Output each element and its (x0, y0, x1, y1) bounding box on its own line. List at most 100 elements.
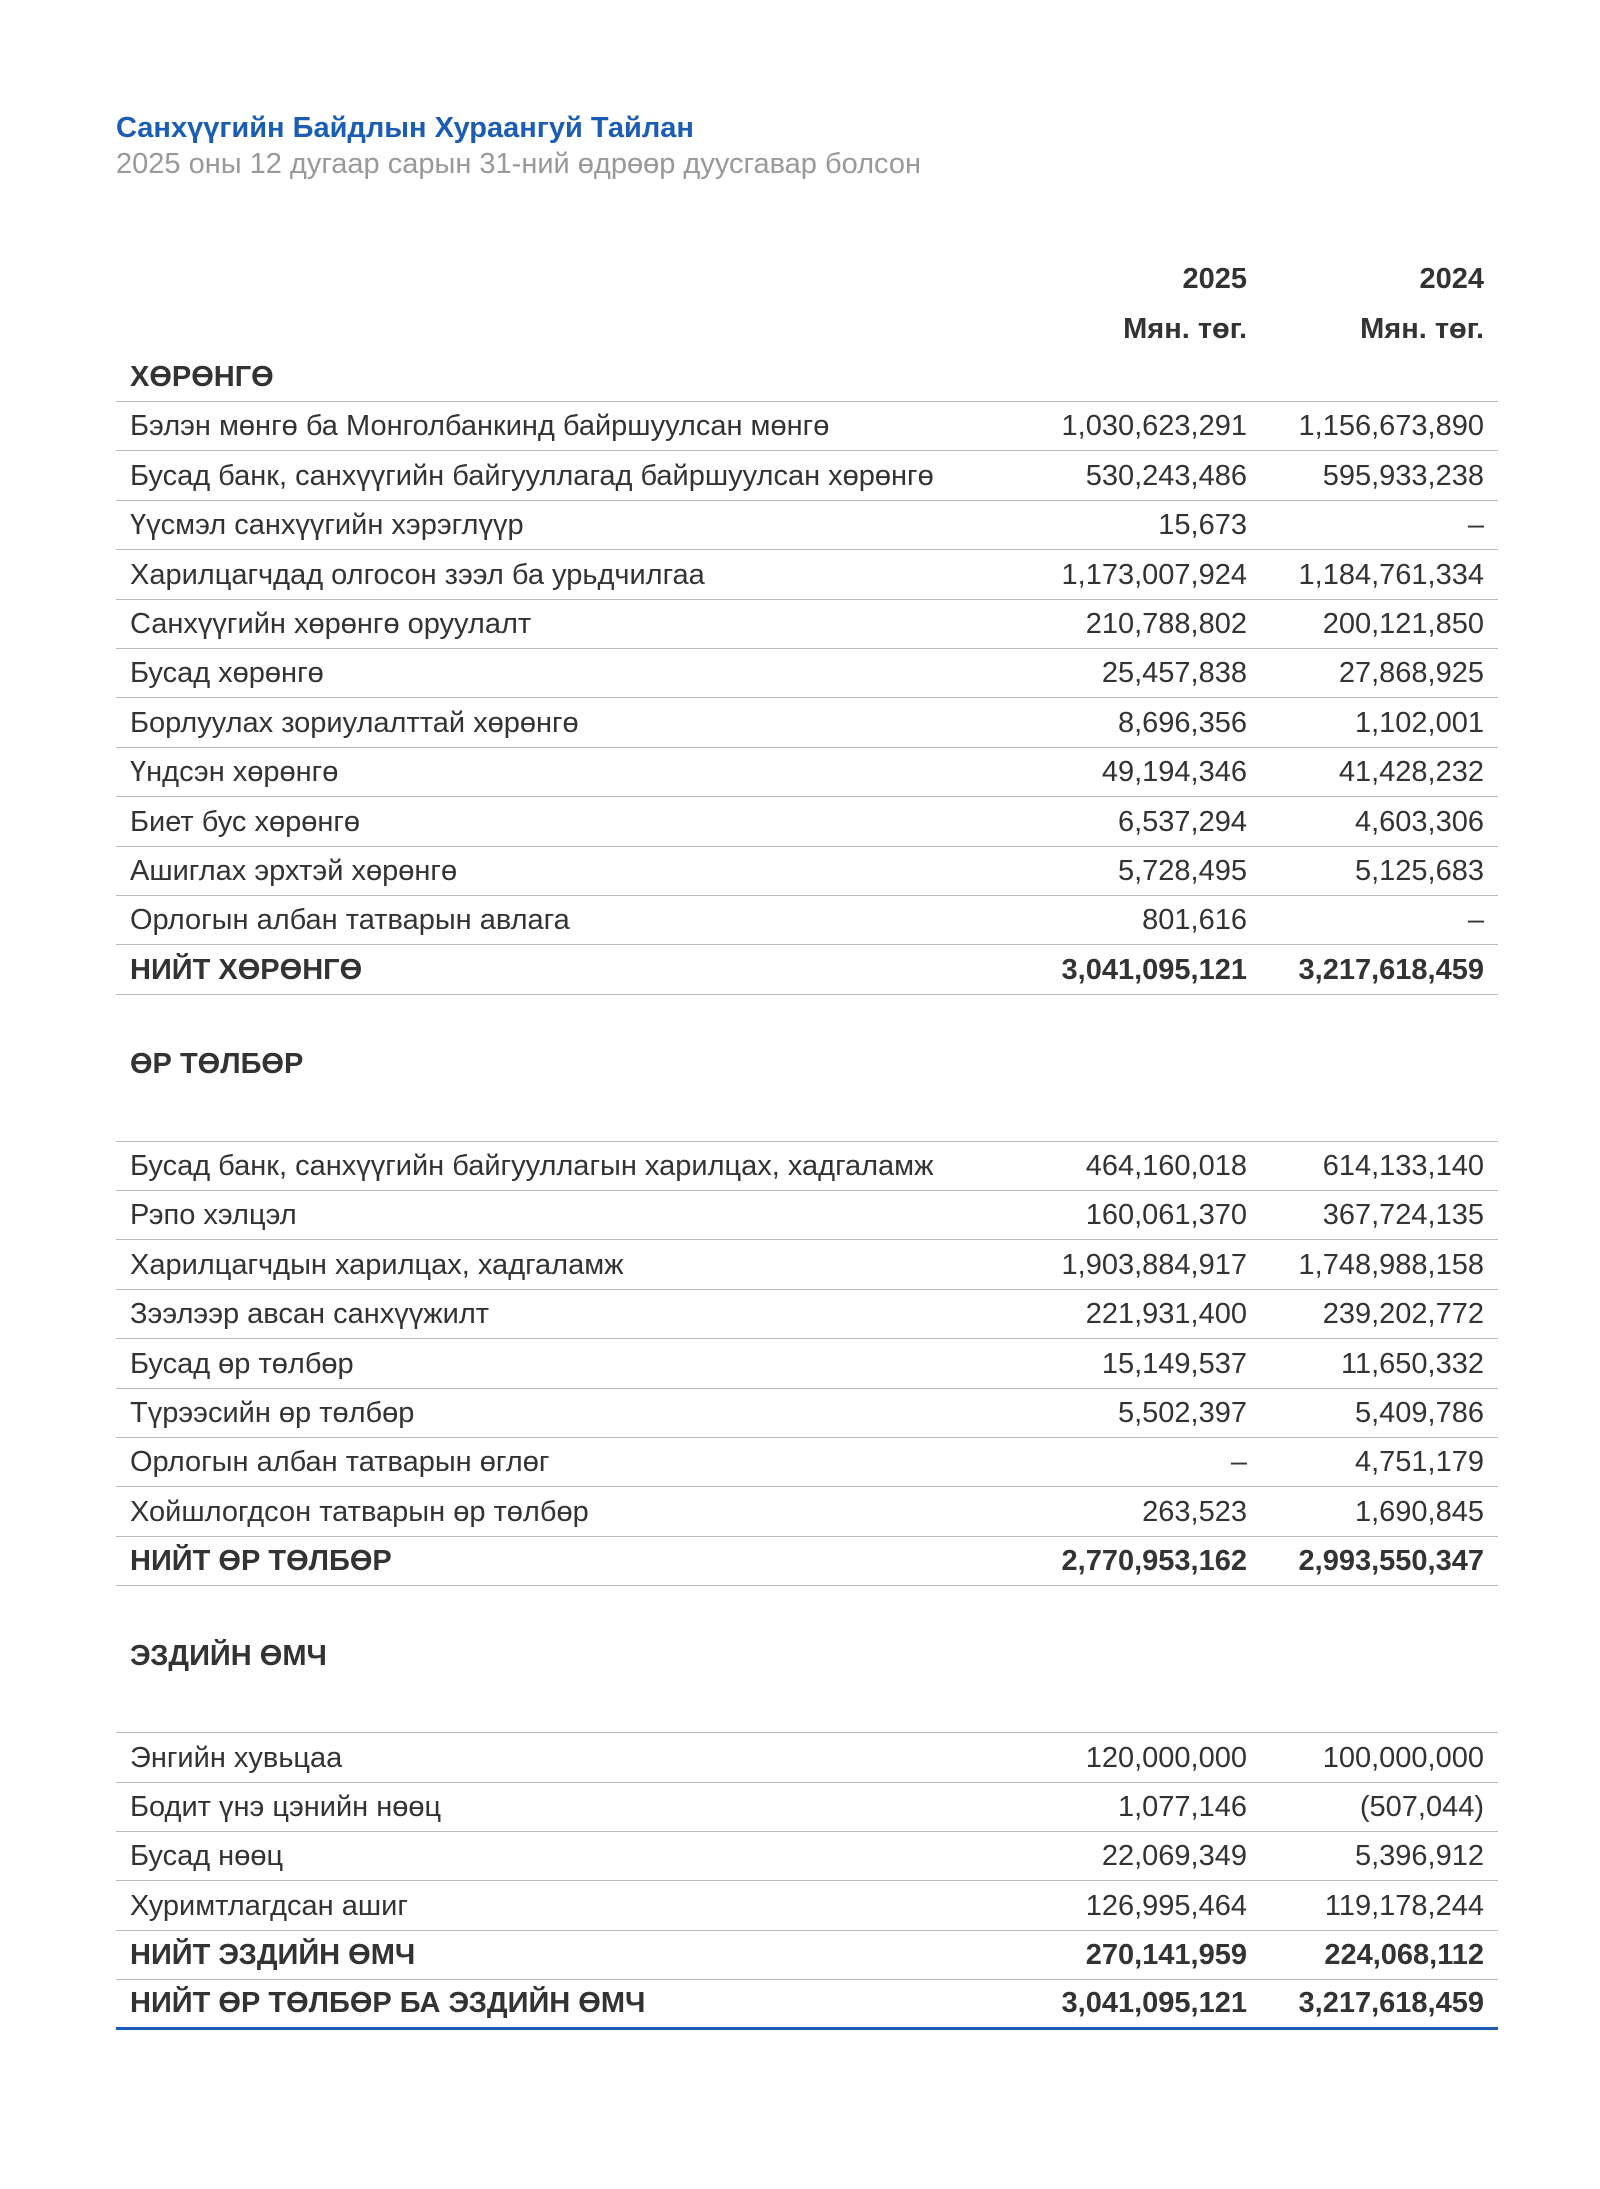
total-row: НИЙТ ӨР ТӨЛБӨР 2,770,953,162 2,993,550,347 (116, 1537, 1498, 1587)
value: 1,690,845 (1354, 1495, 1484, 1528)
value: – (1467, 904, 1484, 937)
value: 15,673 (1158, 509, 1247, 542)
value: 270,141,959 (1085, 1939, 1247, 1972)
value: 27,868,925 (1338, 657, 1484, 690)
label: Бусад банк, санхүүгийн байгууллагын хари… (130, 1150, 934, 1183)
value: 11,650,332 (1341, 1347, 1484, 1380)
table-row: Бусад нөөц 22,069,349 5,396,912 (116, 1832, 1498, 1882)
value: 4,751,179 (1354, 1446, 1484, 1479)
value: 1,156,673,890 (1298, 410, 1484, 443)
label: Энгийн хувьцаа (130, 1741, 343, 1774)
label: Зээлээр авсан санхүүжилт (130, 1298, 490, 1331)
value: 3,041,095,121 (1061, 1986, 1247, 2019)
table-row: Орлогын албан татварын өглөг – 4,751,179 (116, 1438, 1498, 1488)
label: Орлогын албан татварын авлага (130, 904, 570, 937)
label: Рэпо хэлцэл (130, 1199, 297, 1232)
value: 3,217,618,459 (1298, 953, 1484, 986)
value: 1,903,884,917 (1061, 1248, 1247, 1281)
table-row: Рэпо хэлцэл 160,061,370 367,724,135 (116, 1191, 1498, 1241)
table-row: Орлогын албан татварын авлага 801,616 – (116, 896, 1498, 946)
value: 200,121,850 (1322, 607, 1484, 640)
value: 239,202,772 (1322, 1298, 1484, 1331)
value: 4,603,306 (1354, 805, 1484, 838)
table-row: Хойшлогдсон татварын өр төлбөр 263,523 1,6… (116, 1487, 1498, 1537)
value: 1,030,623,291 (1061, 410, 1247, 443)
table-row: Бусад хөрөнгө 25,457,838 27,868,925 (116, 649, 1498, 699)
label: Бэлэн мөнгө ба Монголбанкинд байршуулсан… (130, 410, 830, 443)
value: 2,993,550,347 (1298, 1545, 1484, 1578)
value: 3,217,618,459 (1298, 1986, 1484, 2019)
label: Харилцагчдын харилцах, хадгаламж (130, 1248, 624, 1281)
title: Санхүүгийн Байдлын Хураангуй Тайлан (116, 112, 694, 144)
label: Санхүүгийн хөрөнгө оруулалт (130, 607, 532, 640)
value: 6,537,294 (1117, 805, 1247, 838)
label: НИЙТ ӨР ТӨЛБӨР БА ЭЗДИЙН ӨМЧ (130, 1986, 646, 2019)
value: 5,728,495 (1117, 854, 1247, 887)
column-header: 2025 (1182, 263, 1247, 295)
value: 464,160,018 (1085, 1150, 1247, 1183)
value: – (1467, 509, 1484, 542)
grand-total-row: НИЙТ ӨР ТӨЛБӨР БА ЭЗДИЙН ӨМЧ 3,041,095,12… (116, 1980, 1498, 2030)
value: 224,068,112 (1324, 1939, 1484, 1972)
table-row: Бусад банк, санхүүгийн байгууллагад байр… (116, 451, 1498, 501)
value: 595,933,238 (1322, 459, 1484, 492)
label: Ашиглах эрхтэй хөрөнгө (130, 854, 458, 887)
value: 221,931,400 (1085, 1298, 1247, 1331)
label: Үндсэн хөрөнгө (130, 756, 339, 789)
value: 3,041,095,121 (1061, 953, 1247, 986)
table-row: Борлуулах зориулалттай хөрөнгө 8,696,356 1… (116, 698, 1498, 748)
table-row: Түрээсийн өр төлбөр 5,502,397 5,409,786 (116, 1389, 1498, 1439)
label: Үүсмэл санхүүгийн хэрэглүүр (130, 509, 524, 542)
value: 2,770,953,162 (1061, 1545, 1247, 1578)
table-row: Харилцагчдын харилцах, хадгаламж 1,903,88… (116, 1240, 1498, 1290)
label: Харилцагчдад олгосон зээл ба урьдчилгаа (130, 558, 705, 591)
subtitle: 2025 оны 12 дугаар сарын 31-ний өдрөөр д… (116, 148, 921, 180)
value: 5,396,912 (1354, 1840, 1484, 1873)
label: Бусад хөрөнгө (130, 657, 324, 690)
value: 367,724,135 (1322, 1199, 1484, 1232)
value: 1,077,146 (1117, 1790, 1247, 1823)
value: 210,788,802 (1085, 607, 1247, 640)
table-row: Үндсэн хөрөнгө 49,194,346 41,428,232 (116, 748, 1498, 798)
label: Хуримтлагдсан ашиг (130, 1889, 408, 1922)
label: Борлуулах зориулалттай хөрөнгө (130, 706, 579, 739)
total-row: НИЙТ ХӨРӨНГӨ 3,041,095,121 3,217,618,459 (116, 945, 1498, 995)
table-row: Бусад өр төлбөр 15,149,537 11,650,332 (116, 1339, 1498, 1389)
value: 1,184,761,334 (1298, 558, 1484, 591)
value: 25,457,838 (1101, 657, 1247, 690)
label: Орлогын албан татварын өглөг (130, 1446, 550, 1479)
value: – (1230, 1446, 1247, 1479)
header: Санхүүгийн Байдлын Хураангуй Тайлан 2025… (116, 110, 921, 182)
value: 41,428,232 (1338, 756, 1484, 789)
table-row: Хуримтлагдсан ашиг 126,995,464 119,178,244 (116, 1881, 1498, 1931)
value: 5,502,397 (1117, 1397, 1247, 1430)
spacer (116, 346, 1021, 353)
table: 2025 2024 Мян. төг. Мян. төг. ХӨРӨНГӨ Бэлэн м… (116, 253, 1498, 2030)
section-heading: ЭЗДИЙН ӨМЧ (130, 1639, 327, 1672)
value: 530,243,486 (1085, 459, 1247, 492)
value: 119,178,244 (1324, 1889, 1484, 1922)
column-header: 2024 (1419, 263, 1484, 295)
table-row: Бусад банк, санхүүгийн байгууллагын хари… (116, 1142, 1498, 1192)
value: 8,696,356 (1117, 706, 1247, 739)
value: 22,069,349 (1101, 1840, 1247, 1873)
table-row: Санхүүгийн хөрөнгө оруулалт 210,788,802 20… (116, 600, 1498, 649)
table-row: Үүсмэл санхүүгийн хэрэглүүр 15,673 – (116, 501, 1498, 551)
table-row: Ашиглах эрхтэй хөрөнгө 5,728,495 5,125,683 (116, 847, 1498, 896)
label: Бусад өр төлбөр (130, 1347, 354, 1380)
value: 126,995,464 (1085, 1889, 1247, 1922)
value: 1,748,988,158 (1298, 1248, 1484, 1281)
label: Бусад нөөц (130, 1840, 284, 1873)
value: 1,173,007,924 (1061, 558, 1247, 591)
value: 5,125,683 (1354, 854, 1484, 887)
table-row: Харилцагчдад олгосон зээл ба урьдчилгаа 1… (116, 550, 1498, 600)
value: 1,102,001 (1354, 706, 1484, 739)
label: Бусад банк, санхүүгийн байгууллагад байр… (130, 459, 934, 492)
label: Түрээсийн өр төлбөр (130, 1397, 415, 1430)
label: Хойшлогдсон татварын өр төлбөр (130, 1495, 589, 1528)
column-header-row: 2025 2024 (116, 253, 1498, 303)
value: 5,409,786 (1354, 1397, 1484, 1430)
table-row: Биет бус хөрөнгө 6,537,294 4,603,306 (116, 797, 1498, 847)
table-row: Зээлээр авсан санхүүжилт 221,931,400 239,2… (116, 1290, 1498, 1340)
